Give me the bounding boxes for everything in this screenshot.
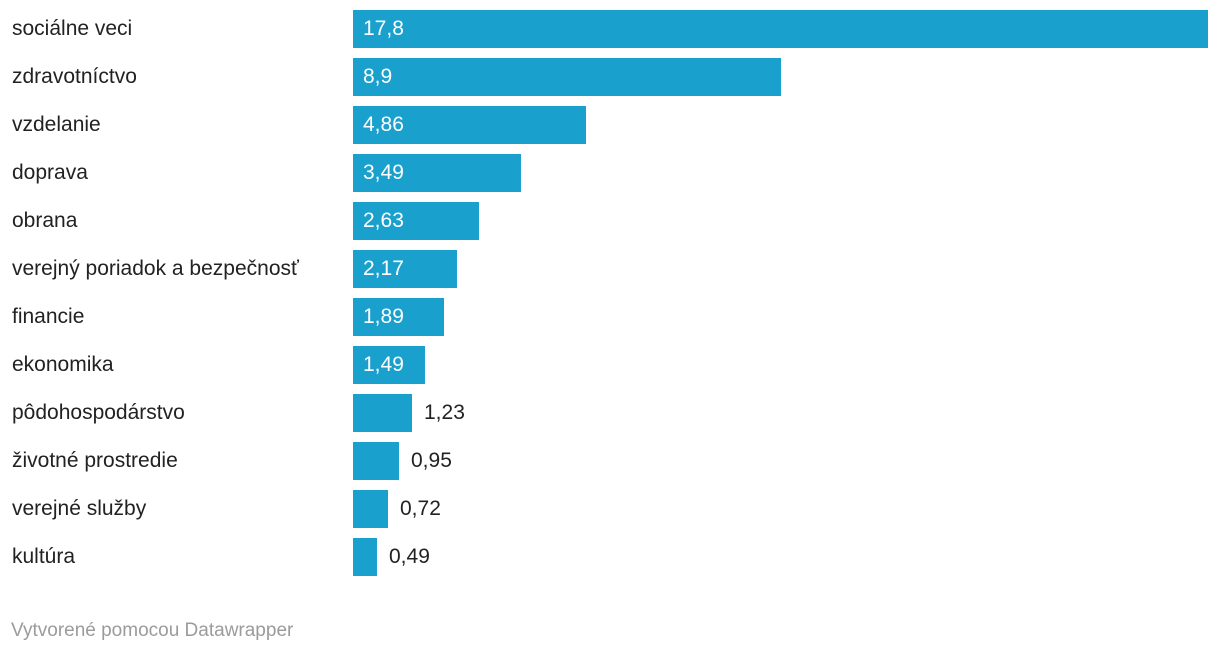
chart-row: pôdohospodárstvo 1,23 xyxy=(0,389,1220,437)
bar-track: 1,49 xyxy=(353,346,1208,384)
value-label: 1,49 xyxy=(363,353,404,376)
bar-track: 2,63 xyxy=(353,202,1208,240)
chart-row: kultúra 0,49 xyxy=(0,533,1220,581)
value-label: 17,8 xyxy=(363,17,404,40)
bar xyxy=(353,490,388,528)
bar-track: 0,49 xyxy=(353,538,1208,576)
chart-row: ekonomika 1,49 xyxy=(0,341,1220,389)
bar-chart: sociálne veci 17,8 zdravotníctvo 8,9 vzdelan… xyxy=(0,5,1220,581)
bar-track: 3,49 xyxy=(353,154,1208,192)
category-label: financie xyxy=(12,305,85,328)
bar-track: 17,8 xyxy=(353,10,1208,48)
bar xyxy=(353,394,412,432)
bar-track: 4,86 xyxy=(353,106,1208,144)
chart-row: verejný poriadok a bezpečnosť 2,17 xyxy=(0,245,1220,293)
bar-track: 1,23 xyxy=(353,394,1208,432)
bar: 8,9 xyxy=(353,58,781,96)
chart-row: životné prostredie 0,95 xyxy=(0,437,1220,485)
chart-row: verejné služby 0,72 xyxy=(0,485,1220,533)
bar: 17,8 xyxy=(353,10,1208,48)
chart-row: financie 1,89 xyxy=(0,293,1220,341)
bar-track: 0,72 xyxy=(353,490,1208,528)
bar: 2,63 xyxy=(353,202,479,240)
category-label: sociálne veci xyxy=(12,17,133,40)
category-label: doprava xyxy=(12,161,88,184)
category-label: kultúra xyxy=(12,545,76,568)
bar-track: 2,17 xyxy=(353,250,1208,288)
category-label: verejné služby xyxy=(12,497,147,520)
chart-row: vzdelanie 4,86 xyxy=(0,101,1220,149)
value-label: 4,86 xyxy=(363,113,404,136)
bar xyxy=(353,442,399,480)
value-label: 2,63 xyxy=(363,209,404,232)
value-label: 1,89 xyxy=(363,305,404,328)
chart-footer: Vytvorené pomocou Datawrapper xyxy=(0,620,1220,642)
category-label: vzdelanie xyxy=(12,113,101,136)
category-label: verejný poriadok a bezpečnosť xyxy=(12,257,299,280)
value-label: 3,49 xyxy=(363,161,404,184)
chart-row: doprava 3,49 xyxy=(0,149,1220,197)
chart-row: sociálne veci 17,8 xyxy=(0,5,1220,53)
category-label: ekonomika xyxy=(12,353,114,376)
chart-row: obrana 2,63 xyxy=(0,197,1220,245)
category-label: zdravotníctvo xyxy=(12,65,137,88)
value-label: 2,17 xyxy=(363,257,404,280)
bar: 2,17 xyxy=(353,250,457,288)
category-label: obrana xyxy=(12,209,78,232)
category-label: pôdohospodárstvo xyxy=(12,401,185,424)
bar: 3,49 xyxy=(353,154,521,192)
value-label: 0,49 xyxy=(389,545,430,568)
bar: 1,89 xyxy=(353,298,444,336)
category-label: životné prostredie xyxy=(12,449,178,472)
value-label: 0,95 xyxy=(411,449,452,472)
value-label: 8,9 xyxy=(363,65,393,88)
value-label: 1,23 xyxy=(424,401,465,424)
chart-row: zdravotníctvo 8,9 xyxy=(0,53,1220,101)
bar xyxy=(353,538,377,576)
bar: 4,86 xyxy=(353,106,586,144)
datawrapper-attribution[interactable]: Vytvorené pomocou Datawrapper xyxy=(11,620,294,641)
bar-track: 0,95 xyxy=(353,442,1208,480)
bar-track: 8,9 xyxy=(353,58,1208,96)
bar: 1,49 xyxy=(353,346,425,384)
bar-track: 1,89 xyxy=(353,298,1208,336)
value-label: 0,72 xyxy=(400,497,441,520)
